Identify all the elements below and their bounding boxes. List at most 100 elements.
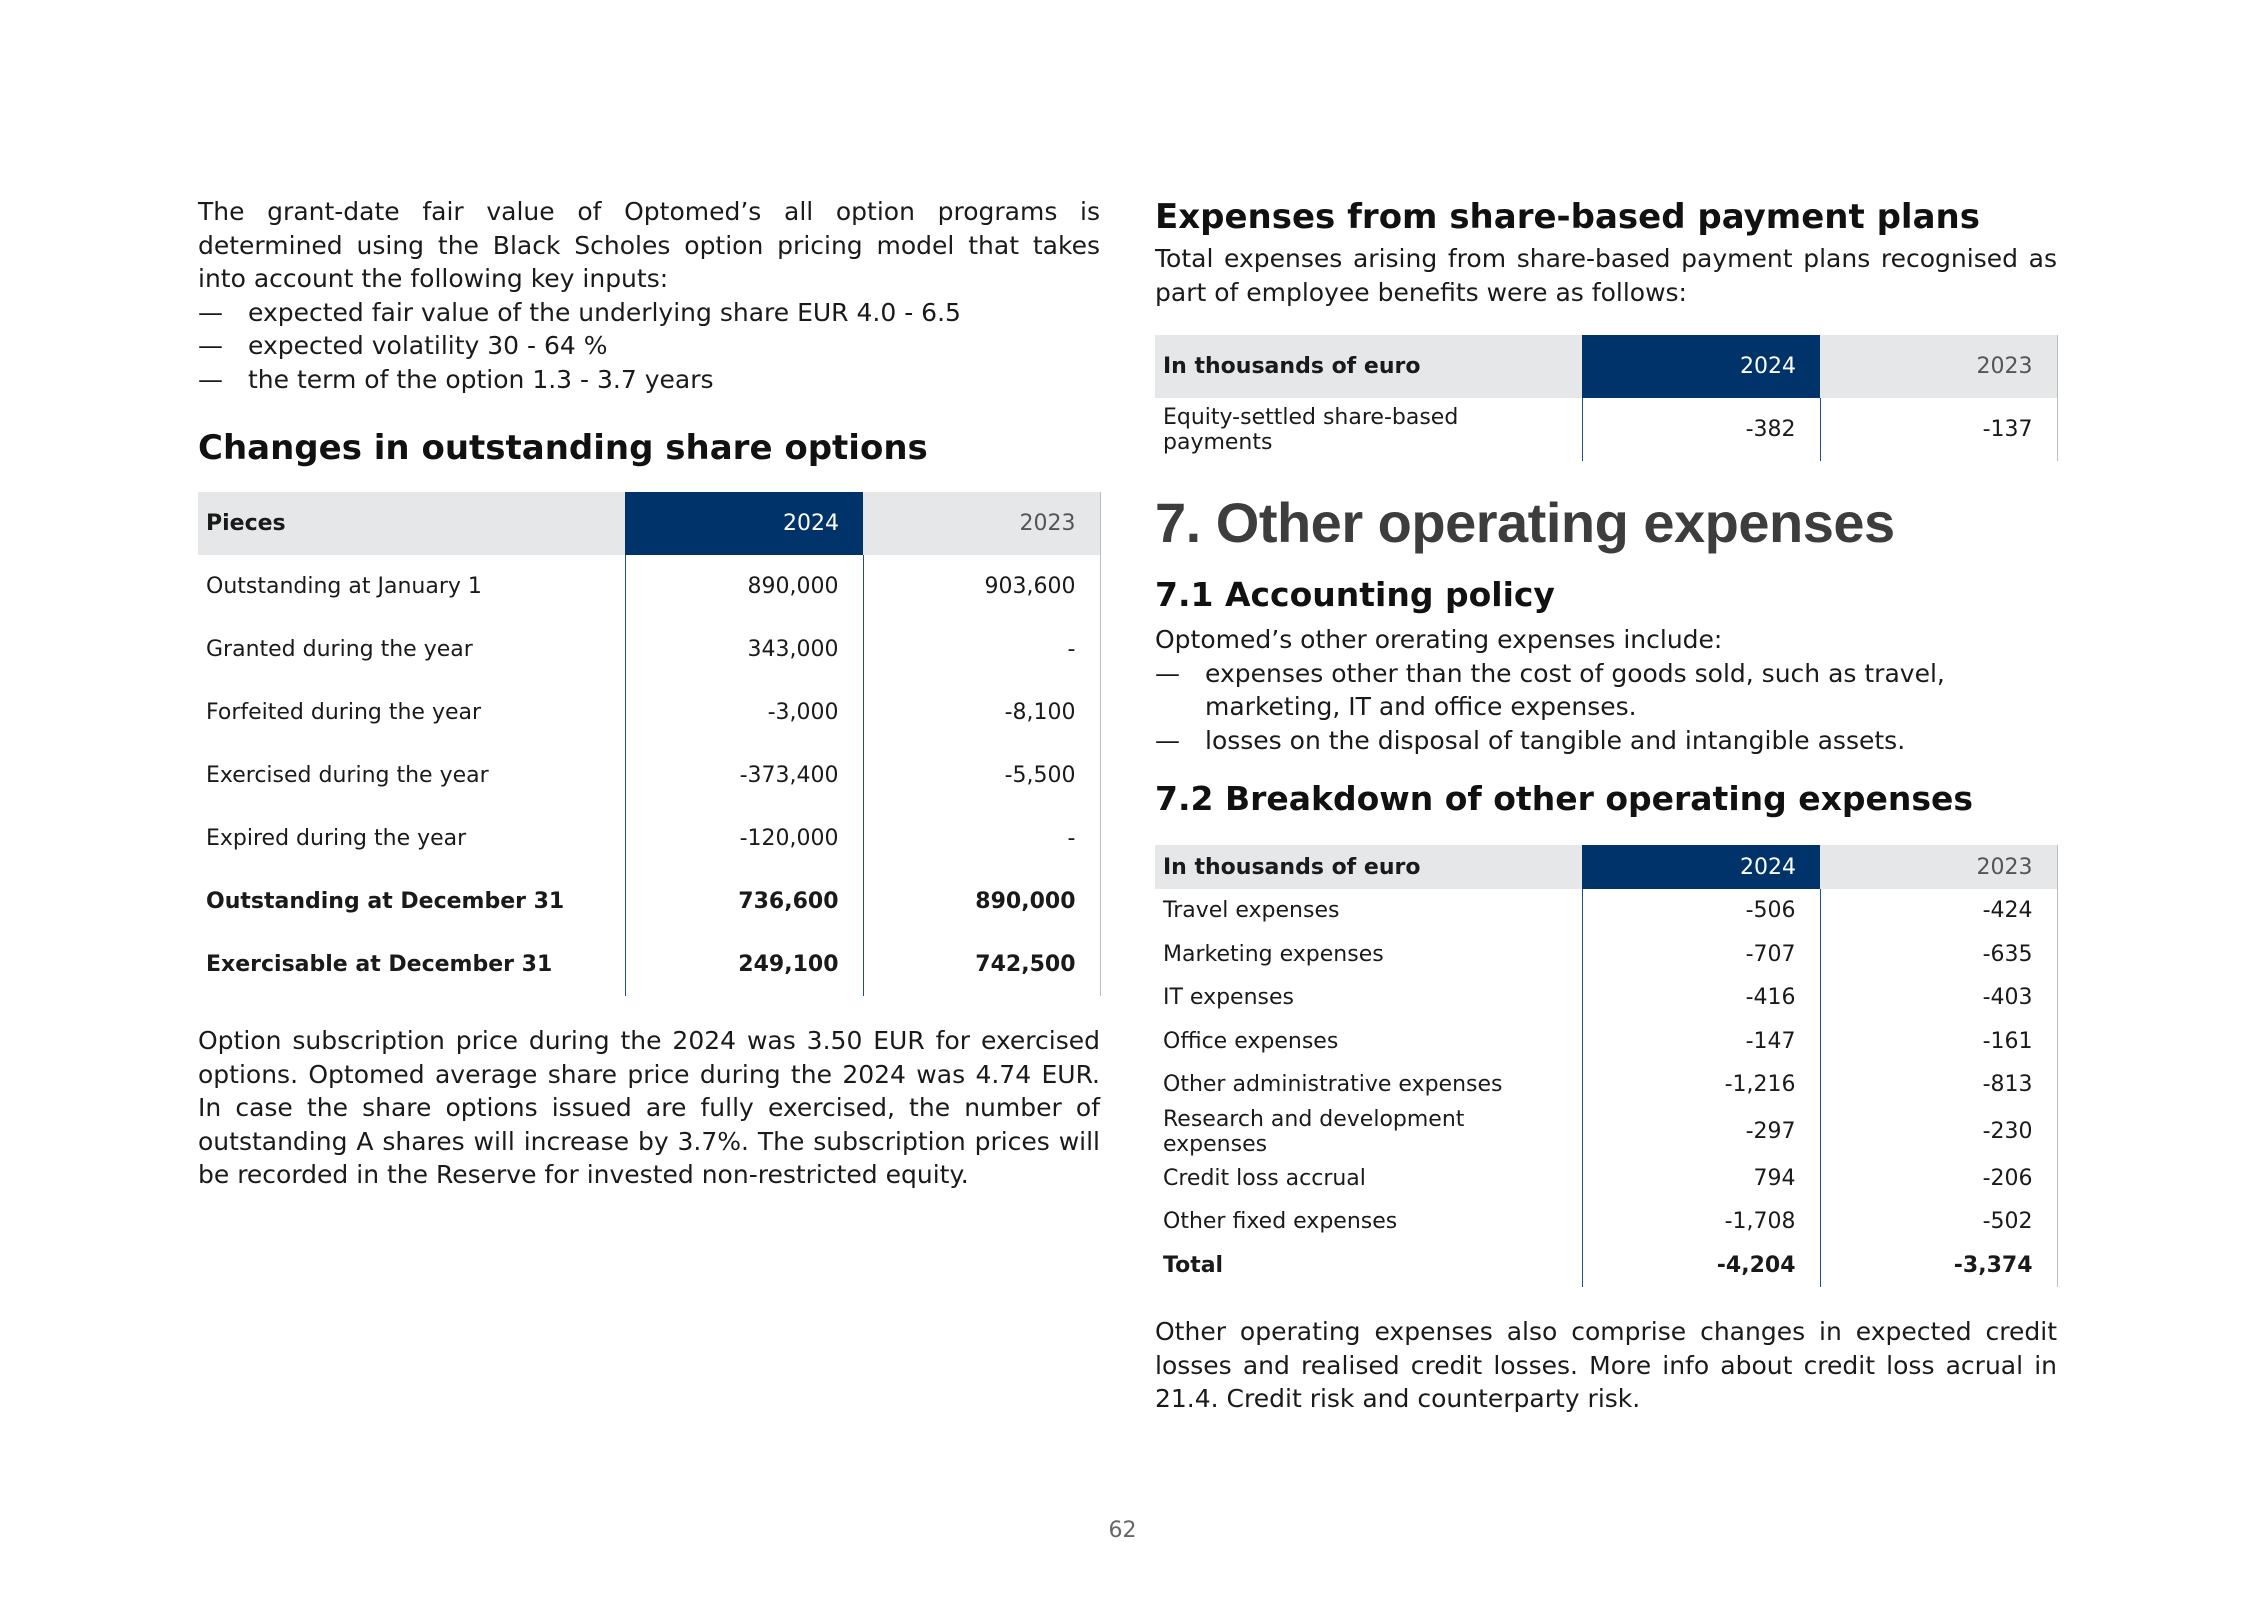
list-item-text: losses on the disposal of tangible and i… <box>1205 725 1906 755</box>
value-2024: -3,000 <box>625 681 864 744</box>
table-row: Marketing expenses -707 -635 <box>1155 932 2058 976</box>
page-number: 62 <box>1108 1518 1137 1543</box>
table-row: Outstanding at January 1 890,000 903,600 <box>198 555 1101 618</box>
list-item: — the term of the option 1.3 - 3.7 years <box>198 363 1100 397</box>
row-label: Outstanding at January 1 <box>198 555 626 618</box>
row-label: Equity-settled share-based payments <box>1155 398 1583 461</box>
table-row: Research and development expenses -297 -… <box>1155 1106 2058 1157</box>
table-row: Credit loss accrual 794 -206 <box>1155 1156 2058 1200</box>
sbp-table: In thousands of euro 2024 2023 Equity-se… <box>1155 335 2058 461</box>
value-2024: -373,400 <box>625 744 864 807</box>
sbp-heading: Expenses from share-based payment plans <box>1155 197 1980 237</box>
row-label: Total <box>1155 1243 1583 1287</box>
value-2023: -635 <box>1820 932 2058 976</box>
table-row: Exercised during the year -373,400 -5,50… <box>198 744 1101 807</box>
policy-paragraph: Optomed’s other orerating expenses inclu… <box>1155 625 1723 654</box>
column-header-label: Pieces <box>198 492 625 555</box>
policy-heading: 7.1 Accounting policy <box>1155 575 1555 614</box>
column-header-2023: 2023 <box>1820 335 2058 398</box>
value-2023: 890,000 <box>863 870 1101 933</box>
list-item: — expected volatility 30 - 64 % <box>198 329 1100 363</box>
key-inputs-list: — expected fair value of the underlying s… <box>198 296 1100 397</box>
row-label: Credit loss accrual <box>1155 1156 1583 1200</box>
table-row: Equity-settled share-based payments -382… <box>1155 398 2058 461</box>
value-2024: -1,216 <box>1582 1063 1821 1107</box>
policy-list: — expenses other than the cost of goods s… <box>1155 657 2057 758</box>
breakdown-table: In thousands of euro 2024 2023 Travel ex… <box>1155 845 2058 1287</box>
column-header-label: In thousands of euro <box>1155 845 1582 889</box>
list-item-text: the term of the option 1.3 - 3.7 years <box>248 364 714 394</box>
table-header-row: In thousands of euro 2024 2023 <box>1155 845 2058 889</box>
value-2023: 742,500 <box>863 933 1101 996</box>
value-2023: -206 <box>1820 1156 2058 1200</box>
dash-mark: — <box>198 364 223 394</box>
table-row: IT expenses -416 -403 <box>1155 976 2058 1020</box>
dash-mark: — <box>198 331 223 360</box>
list-item-text: expected fair value of the underlying sh… <box>248 297 961 327</box>
list-item: — expenses other than the cost of goods s… <box>1155 657 2057 724</box>
options-table: Pieces 2024 2023 Outstanding at January … <box>198 492 1101 996</box>
table-row: Exercisable at December 31 249,100 742,5… <box>198 933 1101 996</box>
sbp-paragraph: Total expenses arising from share-based … <box>1155 244 2057 307</box>
row-label: IT expenses <box>1155 976 1583 1020</box>
row-label: Other fixed expenses <box>1155 1200 1583 1244</box>
value-2023: - <box>863 807 1101 870</box>
list-item: — losses on the disposal of tangible and … <box>1155 724 2057 758</box>
dash-mark: — <box>1155 725 1180 755</box>
value-2023: 903,600 <box>863 555 1101 618</box>
column-header-2024: 2024 <box>625 492 863 555</box>
table-row: Forfeited during the year -3,000 -8,100 <box>198 681 1101 744</box>
value-2023: - <box>863 618 1101 681</box>
value-2024: -120,000 <box>625 807 864 870</box>
table-row: Travel expenses -506 -424 <box>1155 889 2058 933</box>
row-label: Travel expenses <box>1155 889 1583 933</box>
value-2023: -5,500 <box>863 744 1101 807</box>
table-row: Other administrative expenses -1,216 -81… <box>1155 1063 2058 1107</box>
value-2024: -4,204 <box>1582 1243 1821 1287</box>
column-header-label: In thousands of euro <box>1155 335 1582 398</box>
value-2023: -502 <box>1820 1200 2058 1244</box>
row-label: Research and development expenses <box>1155 1106 1583 1157</box>
column-header-2024: 2024 <box>1582 335 1820 398</box>
table-row: Outstanding at December 31 736,600 890,0… <box>198 870 1101 933</box>
table-row: Expired during the year -120,000 - <box>198 807 1101 870</box>
table-header-row: In thousands of euro 2024 2023 <box>1155 335 2058 398</box>
section-title: 7. Other operating expenses <box>1155 491 1895 554</box>
row-label: Exercised during the year <box>198 744 626 807</box>
column-header-2023: 2023 <box>1820 845 2058 889</box>
value-2024: -1,708 <box>1582 1200 1821 1244</box>
list-item-text: expected volatility 30 - 64 % <box>248 331 608 360</box>
dash-mark: — <box>198 297 223 327</box>
value-2024: 890,000 <box>625 555 864 618</box>
row-label: Other administrative expenses <box>1155 1063 1583 1107</box>
value-2023: -3,374 <box>1820 1243 2058 1287</box>
value-2023: -8,100 <box>863 681 1101 744</box>
value-2024: -506 <box>1582 889 1821 933</box>
value-2024: -707 <box>1582 932 1821 976</box>
column-header-2024: 2024 <box>1582 845 1820 889</box>
value-2024: -297 <box>1582 1106 1821 1157</box>
table-row: Granted during the year 343,000 - <box>198 618 1101 681</box>
row-label: Forfeited during the year <box>198 681 626 744</box>
list-item: — expected fair value of the underlying s… <box>198 296 1100 330</box>
table-row: Other fixed expenses -1,708 -502 <box>1155 1200 2058 1244</box>
value-2023: -137 <box>1820 398 2058 461</box>
table-row: Office expenses -147 -161 <box>1155 1019 2058 1063</box>
dash-mark: — <box>1155 658 1180 688</box>
intro-paragraph: The grant-date fair value of Optomed’s a… <box>198 197 1100 293</box>
value-2024: 249,100 <box>625 933 864 996</box>
table-row: Total -4,204 -3,374 <box>1155 1243 2058 1287</box>
value-2023: -424 <box>1820 889 2058 933</box>
options-heading: Changes in outstanding share options <box>198 428 928 468</box>
value-2023: -230 <box>1820 1106 2058 1157</box>
value-2023: -161 <box>1820 1019 2058 1063</box>
closing-paragraph: Other operating expenses also comprise c… <box>1155 1317 2057 1413</box>
closing-paragraph: Option subscription price during the 202… <box>198 1026 1100 1189</box>
column-header-2023: 2023 <box>863 492 1101 555</box>
table-header-row: Pieces 2024 2023 <box>198 492 1101 555</box>
value-2024: 794 <box>1582 1156 1821 1200</box>
value-2023: -403 <box>1820 976 2058 1020</box>
row-label: Granted during the year <box>198 618 626 681</box>
row-label: Outstanding at December 31 <box>198 870 626 933</box>
row-label: Exercisable at December 31 <box>198 933 626 996</box>
